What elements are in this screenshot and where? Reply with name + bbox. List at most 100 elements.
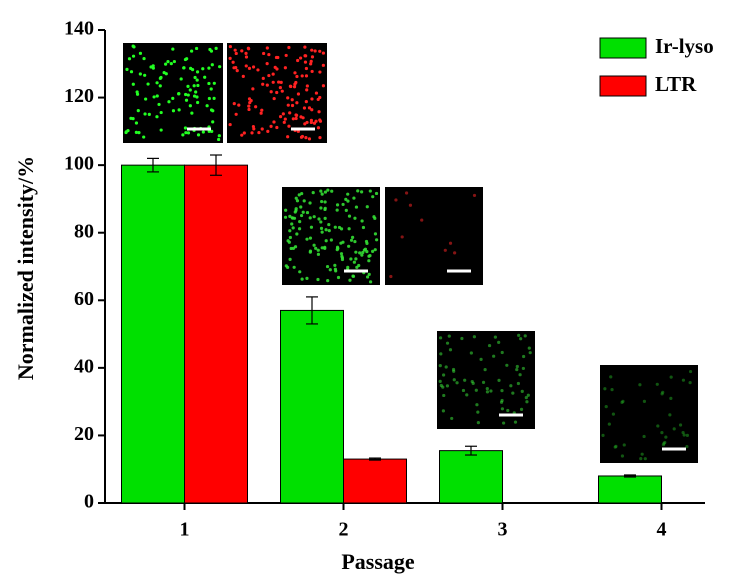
- cell-dot: [262, 77, 265, 80]
- cell-dot: [126, 129, 129, 132]
- cell-dot: [324, 217, 327, 220]
- cell-dot: [301, 74, 304, 77]
- cell-dot: [299, 205, 302, 208]
- cell-dot: [189, 67, 192, 70]
- cell-dot: [336, 247, 339, 250]
- cell-dot: [505, 364, 508, 367]
- cell-dot: [251, 87, 254, 90]
- cell-dot: [317, 217, 320, 220]
- cell-dot: [237, 104, 240, 107]
- cell-dot: [303, 45, 306, 48]
- cell-dot: [609, 375, 612, 378]
- cell-dot: [319, 220, 322, 223]
- cell-dot: [171, 47, 174, 50]
- cell-dot: [304, 60, 307, 63]
- cell-dot: [623, 443, 626, 446]
- cell-dot: [348, 214, 351, 217]
- cell-dot: [656, 424, 659, 427]
- cell-dot: [642, 435, 645, 438]
- cell-dot: [494, 336, 497, 339]
- cell-dot: [187, 93, 190, 96]
- cell-dot: [322, 64, 325, 67]
- cell-dot: [248, 97, 251, 100]
- cell-dot: [340, 252, 343, 255]
- cell-dot: [621, 454, 624, 457]
- cell-dot: [345, 209, 348, 212]
- cell-dot: [310, 121, 313, 124]
- cell-dot: [291, 104, 294, 107]
- cell-dot: [310, 49, 313, 52]
- cell-dot: [289, 85, 292, 88]
- cell-dot: [529, 351, 532, 354]
- cell-dot: [155, 115, 158, 118]
- cell-dot: [612, 413, 615, 416]
- cell-dot: [621, 400, 624, 403]
- cell-dot: [525, 400, 528, 403]
- cell-dot: [306, 211, 309, 214]
- cell-dot: [302, 211, 305, 214]
- cell-dot: [184, 131, 187, 134]
- cell-dot: [299, 56, 302, 59]
- cell-dot: [275, 126, 278, 129]
- cell-dot: [128, 57, 131, 60]
- cell-dot: [319, 190, 322, 193]
- cell-dot: [293, 266, 296, 269]
- cell-dot: [299, 115, 302, 118]
- cell-dot: [441, 386, 444, 389]
- cell-dot: [317, 110, 320, 113]
- cell-dot: [166, 60, 169, 63]
- cell-dot: [308, 137, 311, 140]
- cell-dot: [295, 117, 298, 120]
- cell-dot: [367, 259, 370, 262]
- cell-dot: [317, 249, 320, 252]
- cell-dot: [196, 101, 199, 104]
- cell-dot: [462, 389, 465, 392]
- cell-dot: [313, 215, 316, 218]
- cell-dot: [218, 134, 221, 137]
- cell-dot: [501, 407, 504, 410]
- cell-dot: [520, 408, 523, 411]
- cell-dot: [327, 223, 330, 226]
- cell-dot: [139, 72, 142, 75]
- cell-dot: [210, 108, 213, 111]
- cell-dot: [305, 67, 308, 70]
- cell-dot: [232, 66, 235, 69]
- cell-dot: [303, 122, 306, 125]
- cell-dot: [460, 337, 463, 340]
- cell-dot: [348, 227, 351, 230]
- cell-dot: [312, 244, 315, 247]
- cell-dot: [319, 206, 322, 209]
- cell-dot: [294, 113, 297, 116]
- cell-dot: [500, 401, 503, 404]
- cell-dot: [159, 84, 162, 87]
- cell-dot: [296, 199, 299, 202]
- cell-dot: [173, 60, 176, 63]
- cell-dot: [159, 77, 162, 80]
- x-tick-label: 4: [657, 519, 667, 541]
- cell-dot: [516, 365, 519, 368]
- cell-dot: [144, 97, 147, 100]
- cell-dot: [298, 220, 301, 223]
- cell-dot: [160, 128, 163, 131]
- y-tick-label: 40: [74, 355, 94, 377]
- cell-dot: [473, 194, 476, 197]
- cell-dot: [341, 241, 344, 244]
- cell-dot: [285, 264, 288, 267]
- cell-dot: [517, 382, 520, 385]
- cell-dot: [375, 238, 378, 241]
- cell-dot: [673, 427, 676, 430]
- cell-dot: [668, 413, 671, 416]
- cell-dot: [184, 126, 187, 129]
- cell-dot: [310, 97, 313, 100]
- cell-dot: [178, 108, 181, 111]
- cell-dot: [295, 101, 298, 104]
- cell-dot: [294, 81, 297, 84]
- cell-dot: [514, 421, 517, 424]
- cell-dot: [287, 125, 290, 128]
- cell-dot: [315, 91, 318, 94]
- cell-dot: [310, 60, 313, 63]
- cell-dot: [323, 208, 326, 211]
- cell-dot: [360, 219, 363, 222]
- cell-dot: [272, 120, 275, 123]
- cell-dot: [201, 67, 204, 70]
